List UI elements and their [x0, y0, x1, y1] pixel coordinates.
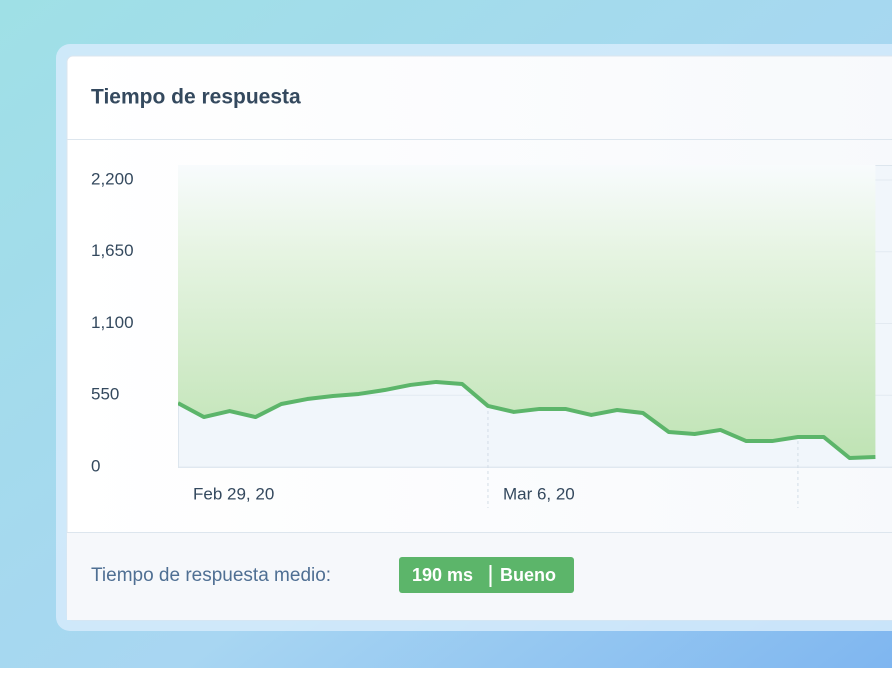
y-tick-label: 550 [91, 385, 119, 404]
footer-label: Tiempo de respuesta medio: [91, 565, 331, 586]
badge-status: Bueno [500, 565, 556, 585]
y-tick-label: 0 [91, 456, 100, 475]
card-title: Tiempo de respuesta [91, 86, 301, 109]
y-tick-label: 2,200 [91, 169, 134, 188]
y-tick-label: 1,100 [91, 313, 134, 332]
x-tick-label: Feb 29, 20 [193, 484, 274, 503]
x-tick-label: Mar 6, 20 [503, 484, 575, 503]
y-tick-label: 1,650 [91, 241, 134, 260]
badge-value: 190 ms [412, 565, 473, 585]
